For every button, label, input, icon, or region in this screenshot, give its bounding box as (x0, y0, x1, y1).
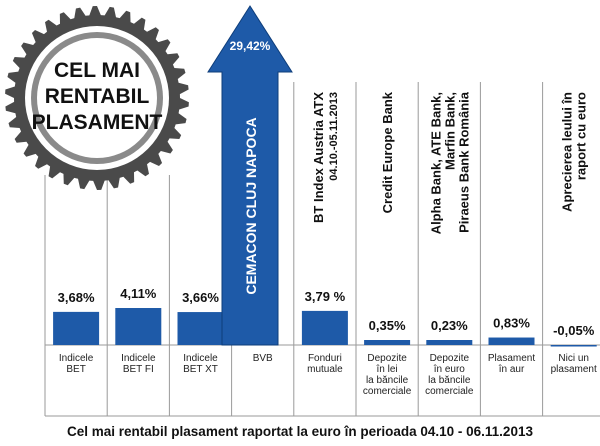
category-label: comerciale (425, 386, 474, 397)
category-label: BET (66, 364, 85, 375)
category-label: Depozite (367, 353, 407, 364)
cel-mai-rentabil-badge: CEL MAI RENTABIL PLASAMENT (5, 6, 189, 190)
top-label: Piraeus Bank România (456, 91, 471, 233)
category-label: în lei (376, 364, 398, 375)
value-label: -0,05% (553, 323, 595, 338)
top-label: Aprecierea leului în (560, 92, 575, 212)
category-label: BVB (253, 353, 273, 364)
value-label: 3,66% (182, 290, 219, 305)
category-label: Depozite (430, 353, 470, 364)
bvb-arrow-bar (207, 5, 293, 346)
value-label: 3,68% (58, 290, 95, 305)
top-label: Marfin Bank, (442, 92, 457, 170)
category-label: la băncile (428, 375, 471, 386)
category-label: la băncile (366, 375, 409, 386)
badge-center (37, 38, 157, 158)
category-label: Indicele (59, 353, 94, 364)
bar (488, 337, 535, 345)
bar-series (53, 308, 597, 347)
bar (177, 312, 224, 345)
bar (53, 311, 100, 345)
badge-line-2: RENTABIL (45, 85, 150, 108)
bar (364, 340, 411, 345)
badge-line-3: PLASAMENT (32, 111, 163, 134)
category-label: în aur (498, 364, 525, 375)
bar (115, 308, 162, 345)
bvb-value-label: 29,42% (230, 39, 271, 53)
category-label: plasament (551, 364, 597, 375)
value-label: 0,83% (493, 316, 530, 331)
top-label: raport cu euro (574, 92, 589, 180)
category-label: Indicele (183, 353, 218, 364)
top-label: BT Index Austria ATX (311, 92, 326, 223)
category-label: în euro (433, 364, 466, 375)
category-label: Nici un (558, 353, 589, 364)
top-label: 04.10.-05.11.2013 (328, 92, 340, 181)
value-label: 4,11% (120, 286, 157, 301)
top-label: Credit Europe Bank (380, 91, 395, 213)
value-label: 0,35% (369, 318, 406, 333)
value-labels: 3,68% 4,11% 3,66% 3,79 % 0,35% 0,23% 0,83% -0,0… (58, 286, 595, 338)
category-label: Plasament (488, 353, 535, 364)
bvb-company-label: CEMACON CLUJ NAPOCA (243, 117, 259, 294)
category-label: BET FI (123, 364, 154, 375)
category-label: comerciale (363, 386, 412, 397)
category-label: Fonduri (308, 353, 342, 364)
bvb-arrow-group: 29,42% CEMACON CLUJ NAPOCA (207, 5, 293, 346)
top-label: Alpha Bank, ATE Bank, (428, 92, 443, 234)
value-label: 0,23% (431, 318, 468, 333)
chart-caption: Cel mai rentabil plasament raportat la e… (67, 424, 533, 439)
category-label: mutuale (307, 364, 343, 375)
top-labels: BT Index Austria ATX 04.10.-05.11.2013 Cre… (311, 91, 589, 234)
badge-line-1: CEL MAI (54, 59, 140, 82)
category-label: Indicele (121, 353, 156, 364)
bar (426, 340, 473, 345)
value-label: 3,79 % (305, 289, 346, 304)
bar (550, 345, 597, 347)
bar (301, 310, 348, 345)
category-label: BET XT (183, 364, 218, 375)
